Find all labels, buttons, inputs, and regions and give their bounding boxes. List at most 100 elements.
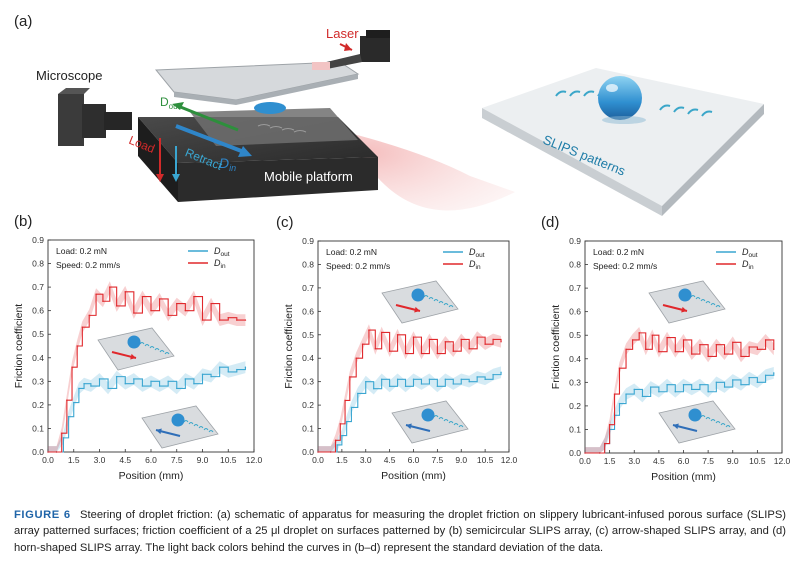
inset-pattern-mark: [438, 301, 444, 304]
y-tick-label: 0.1: [569, 424, 581, 434]
data-point-in: [404, 352, 407, 355]
inset-pattern-mark: [700, 299, 706, 302]
platform-side: [138, 117, 178, 202]
data-point-in: [66, 399, 68, 401]
data-point-in: [452, 350, 454, 352]
data-point-in: [374, 348, 376, 350]
data-point-in: [691, 353, 693, 355]
series-line-out: [318, 372, 502, 453]
data-point-out: [633, 388, 635, 391]
x-tick-label: 4.5: [653, 456, 665, 466]
x-tick-label: 6.0: [678, 456, 690, 466]
data-point-out: [184, 378, 187, 380]
chart-annotation: Speed: 0.2 mm/s: [326, 261, 390, 271]
inset-slab: [141, 405, 219, 449]
legend-sub: in: [476, 264, 481, 271]
chart-annotation: Load: 0.2 mN: [326, 247, 377, 257]
inset-pattern-mark: [154, 348, 160, 351]
data-point-in: [428, 338, 431, 341]
data-point-in: [102, 300, 104, 302]
chart-annotation: Speed: 0.2 mm/s: [593, 261, 657, 271]
data-point-out: [773, 372, 775, 374]
inset-arrow-head: [156, 428, 162, 435]
data-point-out: [625, 393, 627, 395]
data-point-out: [133, 378, 135, 380]
data-point-in: [150, 309, 152, 312]
y-tick-label: 0.2: [32, 400, 44, 410]
data-point-in: [133, 312, 135, 314]
inset-pattern-mark: [423, 295, 429, 298]
inset-arrow-head: [130, 353, 136, 360]
inset-pattern-mark: [443, 303, 449, 306]
data-point-out: [666, 383, 668, 386]
panel-a-label: (a): [14, 13, 32, 30]
data-point-out: [83, 382, 85, 385]
data-point-out: [98, 378, 101, 380]
x-tick-label: 6.0: [408, 455, 420, 465]
microscope-lens-front: [58, 94, 84, 146]
data-point-in: [764, 339, 767, 341]
microscope-body: [82, 104, 106, 138]
data-point-out: [350, 406, 353, 409]
data-point-in: [109, 286, 111, 288]
inset-dout-icon: [658, 400, 736, 444]
inset-droplet: [678, 288, 692, 302]
data-point-out: [90, 385, 92, 387]
data-point-in: [317, 451, 319, 453]
legend-name: D: [742, 259, 749, 269]
data-point-out: [715, 381, 718, 384]
dout-label: Dout: [160, 95, 181, 111]
inset-pattern-mark: [448, 421, 454, 424]
data-point-in: [715, 343, 718, 346]
y-tick-label: 0.6: [302, 306, 314, 316]
inset-pattern-mark: [448, 305, 454, 308]
data-point-out: [674, 391, 676, 393]
data-point-in: [201, 319, 204, 321]
inset-pattern-mark: [443, 419, 449, 422]
data-point-out: [649, 386, 652, 388]
data-point-out: [412, 378, 415, 381]
microscope: [58, 88, 132, 146]
inset-pattern-mark: [433, 299, 439, 302]
inset-pattern-mark: [433, 415, 439, 418]
data-point-out: [428, 378, 431, 381]
inset-pattern-mark: [458, 425, 464, 428]
legend-name: D: [214, 258, 221, 268]
microscope-label: Microscope: [36, 68, 102, 83]
chart-b: (b) 0.0 0.1 0.2 0.3 0.4 0.5 0.6 0.7 0.8 0.9 0.0 1.5 3…: [13, 213, 263, 482]
y-tick-label: 0.1: [32, 423, 44, 433]
data-point-in: [773, 348, 775, 351]
data-point-in: [95, 293, 97, 295]
legend-name: D: [214, 246, 221, 256]
data-point-out: [62, 437, 65, 439]
x-axis-label: Position (mm): [651, 471, 716, 483]
legend-label: Dout: [214, 246, 230, 258]
data-point-in: [476, 336, 478, 338]
data-point-out: [444, 378, 447, 381]
data-point-in: [124, 291, 126, 293]
glass-plate: [154, 61, 360, 105]
data-point-in: [468, 348, 470, 350]
data-point-out: [227, 371, 229, 373]
data-point-out: [404, 385, 407, 388]
y-tick-label: 0.4: [32, 353, 44, 363]
droplet-small: [254, 102, 286, 114]
y-tick-label: 0.6: [569, 307, 581, 317]
x-tick-label: 9.0: [455, 455, 467, 465]
data-point-in: [380, 331, 383, 334]
data-point-out: [658, 391, 660, 393]
inset-pattern-mark: [710, 303, 716, 306]
series-line-in: [318, 329, 502, 453]
inset-din-icon: [381, 280, 459, 324]
data-point-in: [638, 332, 640, 334]
data-point-in: [361, 343, 364, 345]
data-point-out: [740, 383, 742, 386]
inset-arrow-head: [406, 423, 412, 430]
laser-label: Laser: [326, 26, 359, 41]
series-std-band-out: [318, 366, 502, 452]
inset-pattern-mark: [198, 426, 204, 429]
y-tick-label: 0.0: [32, 447, 44, 457]
y-tick-label: 0.8: [32, 259, 44, 269]
inset-pattern-mark: [188, 422, 194, 425]
legend-name: D: [742, 247, 749, 257]
